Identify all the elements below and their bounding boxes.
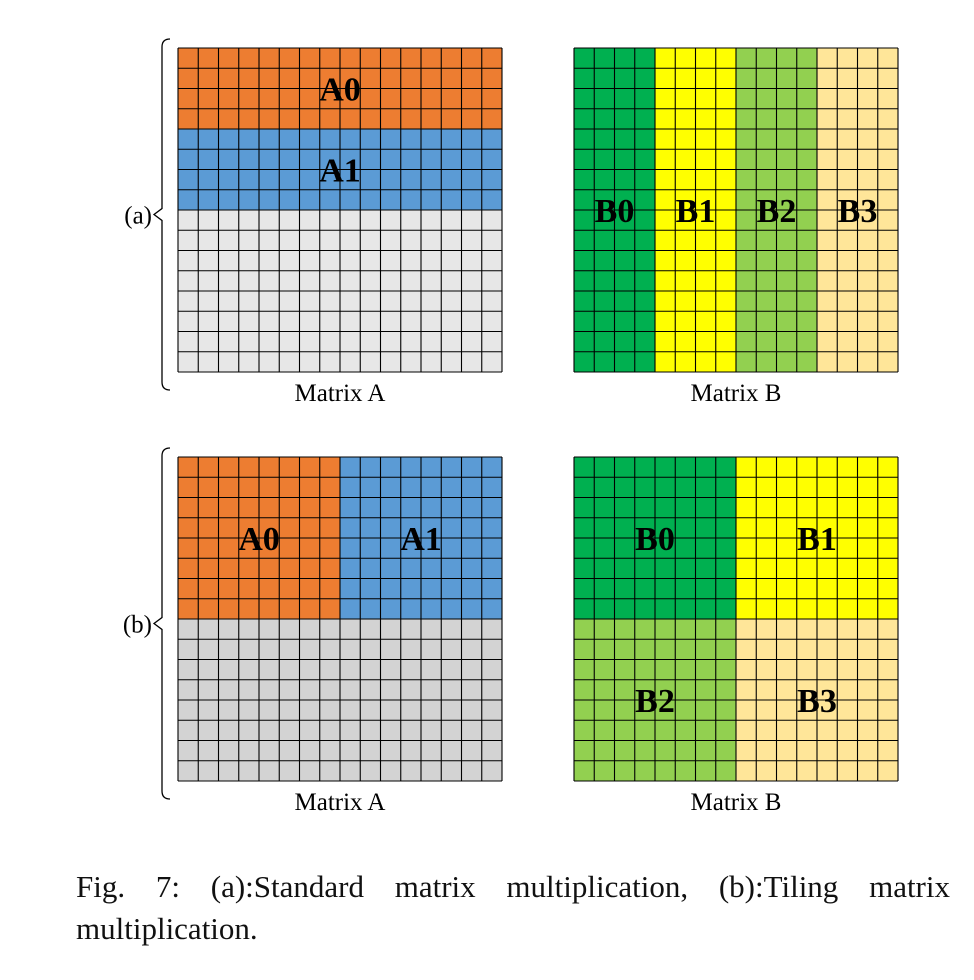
panel-b-matrix-b-label-b3: B3 <box>797 683 837 720</box>
panel-b-matrix-b-caption: Matrix B <box>691 789 782 816</box>
matrix-multiplication-figure: A0 A1 Matrix A B0 B1 B2 B3 Matrix B (a) A0 A1 Matri… <box>123 38 899 816</box>
panel-b-label: (b) <box>123 612 152 639</box>
panel-a-label: (a) <box>124 203 152 230</box>
panel-b-matrix-a: A0 A1 Matrix A <box>177 456 503 816</box>
panel-a-matrix-a-label-a1: A1 <box>319 153 361 190</box>
panel-b-matrix-b: B0 B1 B2 B3 Matrix B <box>573 456 899 816</box>
panel-b-matrix-b-label-b1: B1 <box>797 521 837 558</box>
panel-a-matrix-a-caption: Matrix A <box>295 380 386 407</box>
panel-b-matrix-a-label-a1: A1 <box>400 521 442 558</box>
panel-a-matrix-b-grid <box>573 47 899 373</box>
panel-a-matrix-b-label-b2: B2 <box>757 193 797 230</box>
panel-a-matrix-a-grid <box>177 47 503 373</box>
panel-a-matrix-a-label-a0: A0 <box>319 72 361 109</box>
panel-b-matrix-b-label-b2: B2 <box>635 683 675 720</box>
panel-b-matrix-b-grid <box>573 456 899 782</box>
panel-a-matrix-b-label-b0: B0 <box>595 193 635 230</box>
panel-b-matrix-a-label-a0: A0 <box>238 521 280 558</box>
panel-b-matrix-a-caption: Matrix A <box>295 789 386 816</box>
panel-a-matrix-b: B0 B1 B2 B3 Matrix B <box>573 47 899 407</box>
panel-a-bracket <box>152 38 171 391</box>
panel-b-matrix-b-label-b0: B0 <box>635 521 675 558</box>
panel-b-matrix-a-grid <box>177 456 503 782</box>
figure-caption: Fig. 7: (a):Standard matrix multiplicati… <box>76 869 950 946</box>
panel-b-bracket <box>152 447 171 800</box>
panel-a-matrix-b-label-b3: B3 <box>838 193 878 230</box>
panel-a-matrix-a: A0 A1 Matrix A <box>177 47 503 407</box>
panel-a-matrix-b-label-b1: B1 <box>676 193 716 230</box>
panel-a-matrix-b-caption: Matrix B <box>691 380 782 407</box>
